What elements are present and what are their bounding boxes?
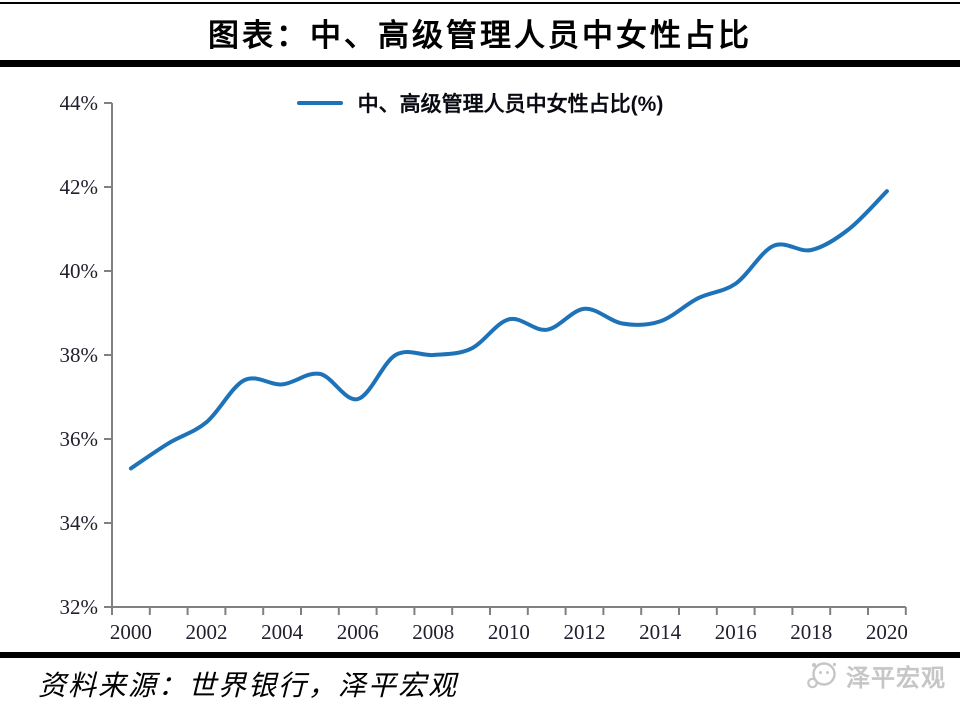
svg-text:2016: 2016 bbox=[715, 620, 757, 644]
svg-text:2000: 2000 bbox=[110, 620, 152, 644]
svg-text:42%: 42% bbox=[60, 175, 99, 199]
svg-text:2006: 2006 bbox=[337, 620, 379, 644]
svg-text:38%: 38% bbox=[60, 343, 99, 367]
title-divider-rule bbox=[0, 60, 960, 67]
svg-text:34%: 34% bbox=[60, 511, 99, 535]
line-chart: 32% 34% 36% 38% 40% 42% 44% 2000 2002 2004 2006 200… bbox=[60, 91, 908, 644]
svg-text:2004: 2004 bbox=[261, 620, 304, 644]
svg-text:36%: 36% bbox=[60, 427, 99, 451]
brand-watermark: 泽平宏观 bbox=[804, 658, 946, 693]
source-note: 资料来源：世界银行，泽平宏观 bbox=[38, 671, 459, 702]
svg-text:2020: 2020 bbox=[866, 620, 908, 644]
brand-watermark-text: 泽平宏观 bbox=[846, 665, 946, 692]
top-thin-rule bbox=[0, 2, 960, 4]
svg-text:2018: 2018 bbox=[790, 620, 832, 644]
footer-divider-rule bbox=[0, 652, 960, 658]
svg-text:44%: 44% bbox=[60, 91, 99, 115]
chart-legend: 中、高级管理人员中女性占比(%) bbox=[0, 88, 960, 118]
svg-text:2002: 2002 bbox=[186, 620, 228, 644]
svg-text:40%: 40% bbox=[60, 259, 99, 283]
svg-text:2010: 2010 bbox=[488, 620, 530, 644]
svg-text:2008: 2008 bbox=[412, 620, 454, 644]
svg-text:2012: 2012 bbox=[564, 620, 606, 644]
legend-line-swatch bbox=[296, 101, 343, 105]
svg-text:32%: 32% bbox=[60, 595, 99, 619]
legend-label: 中、高级管理人员中女性占比(%) bbox=[357, 93, 664, 116]
brand-logo-icon bbox=[807, 661, 837, 688]
svg-text:2014: 2014 bbox=[639, 620, 682, 644]
page-title: 图表：中、高级管理人员中女性占比 bbox=[208, 18, 752, 53]
